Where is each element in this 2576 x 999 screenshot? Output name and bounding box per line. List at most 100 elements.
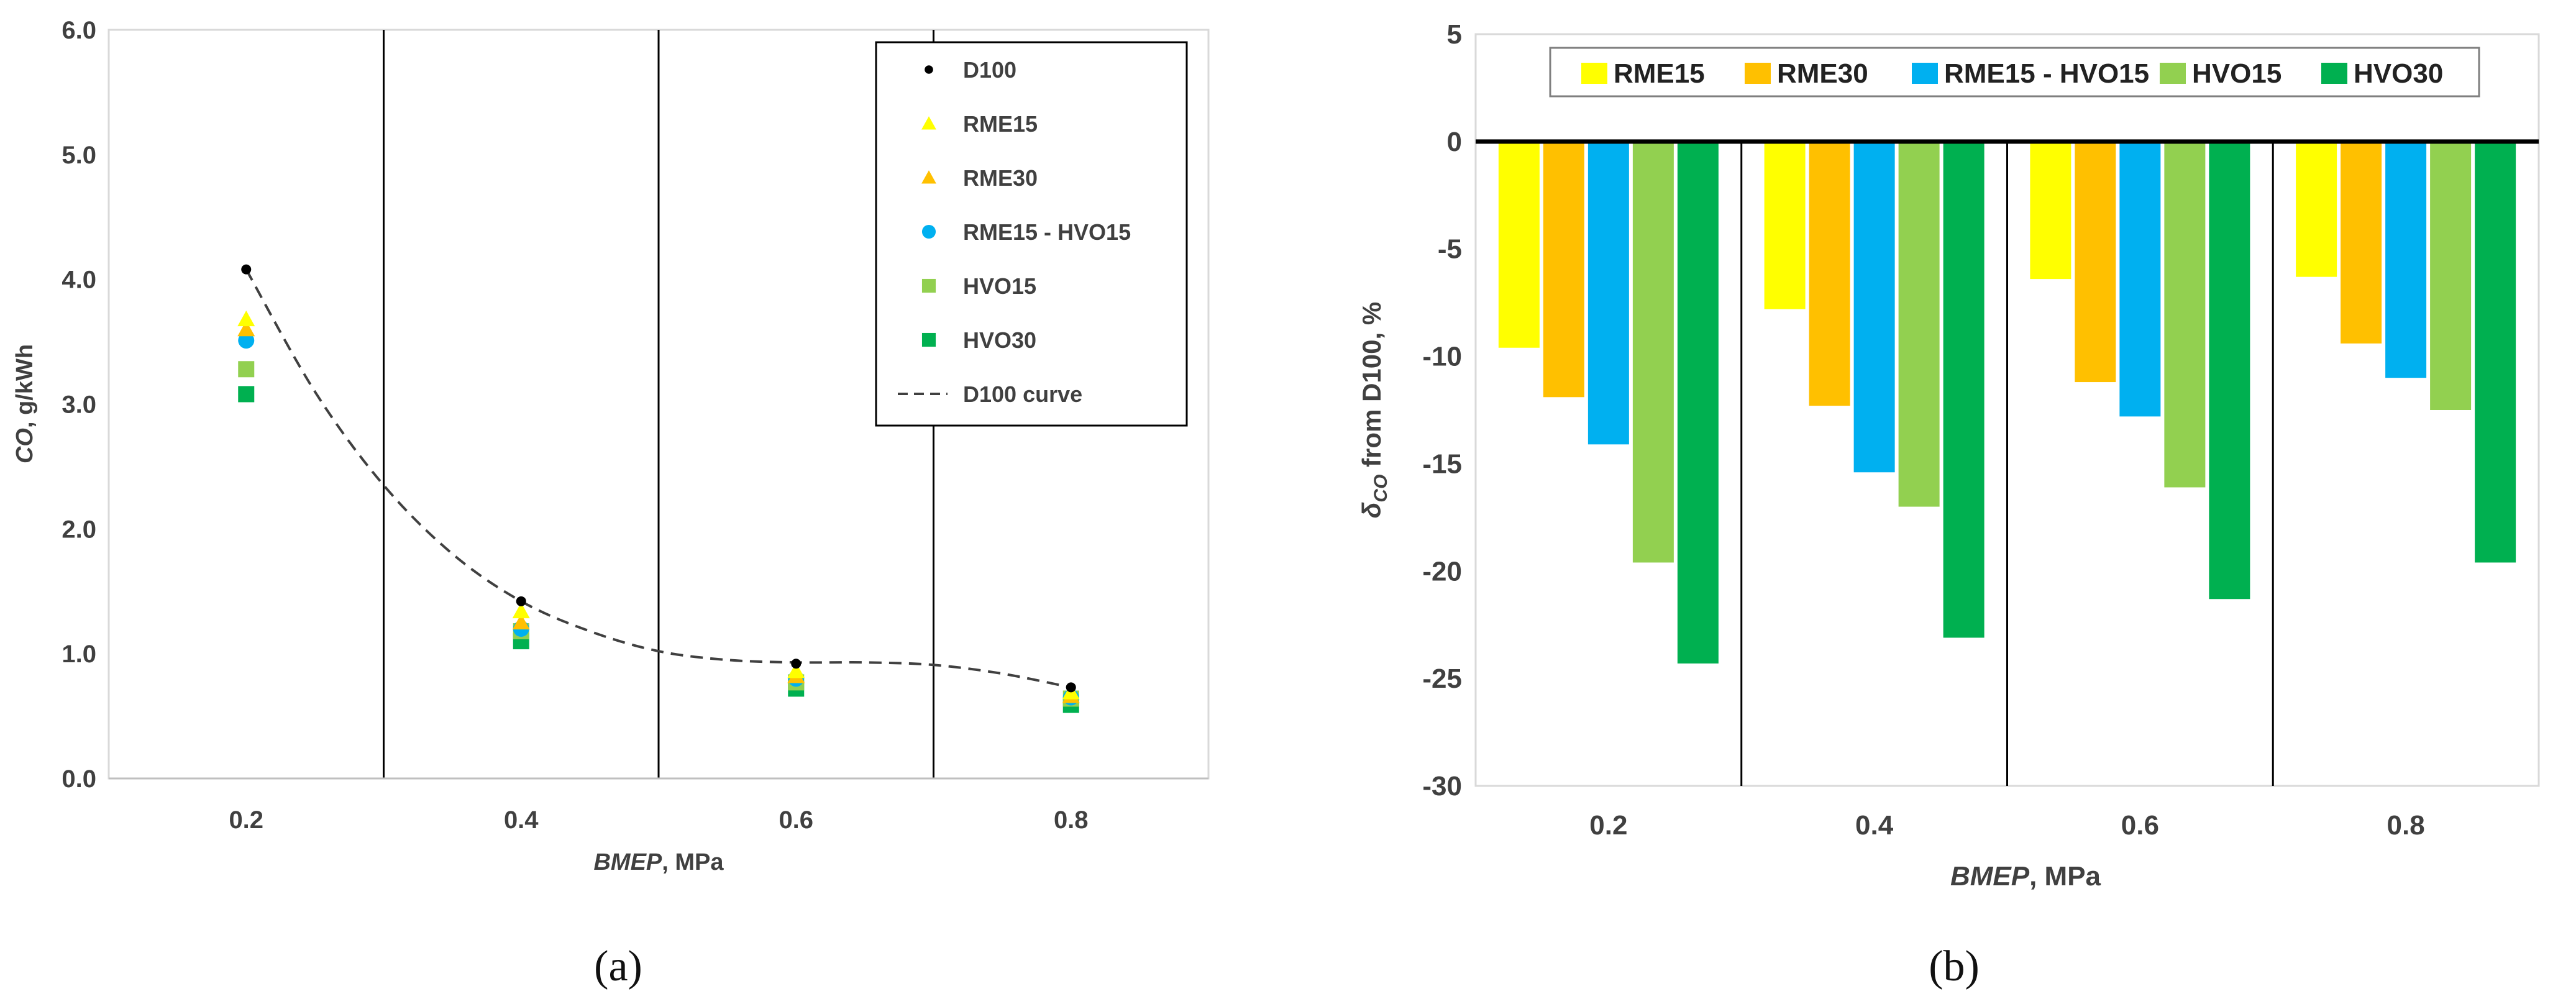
panel-b-y-tick-label: -5 <box>1438 234 1462 265</box>
panel-b-legend-swatch-rme30 <box>1745 63 1771 84</box>
panel-b-bar-rme15 <box>1498 141 1540 348</box>
panel-b-legend-swatch-hvo30 <box>2321 63 2347 84</box>
panel-b-y-tick-label: -30 <box>1422 771 1462 801</box>
panel-a-y-tick-label: 2.0 <box>62 516 96 543</box>
panel-a-point-d100 <box>516 596 526 606</box>
panel-a-x-axis-title: BMEP, MPa <box>593 849 724 875</box>
panel-a-point-rme15 <box>512 602 530 619</box>
panel-a-point-rme30 <box>237 321 255 337</box>
panel-b-x-tick-label: 0.2 <box>1589 810 1627 841</box>
panel-b-bar-rme30 <box>2075 141 2116 383</box>
panel-a-legend-swatch-rme15 <box>921 116 936 130</box>
panel-b-legend-label-rme15-hvo15: RME15 - HVO15 <box>1944 58 2149 89</box>
panel-b-bar-hvo15 <box>2430 141 2472 410</box>
panel-a-legend-label-d100: D100 <box>963 57 1016 83</box>
panel-a-legend-label-d100-curve: D100 curve <box>963 381 1082 407</box>
panel-a-legend-swatch-hvo15 <box>921 278 936 293</box>
panel-b-bar-hvo30 <box>2475 141 2516 563</box>
panel-b-x-axis-title: BMEP, MPa <box>1950 861 2101 892</box>
panel-a-caption: (a) <box>594 942 642 990</box>
panel-a-legend: D100 RME15 RME30 RME15 - HVO15 HVO15 HVO30 D10… <box>875 41 1188 427</box>
panel-b-xlabel-rest: , MPa <box>2029 861 2101 892</box>
panel-b-bar-rme15-hvo15 <box>1853 141 1895 473</box>
panel-b-vertical-gridlines <box>1740 141 2274 786</box>
panel-b-bar-rme15 <box>2030 141 2071 280</box>
panel-a-point-d100 <box>791 659 802 669</box>
panel-a-data-points <box>237 264 1080 713</box>
panel-b-x-tick-label: 0.8 <box>2387 810 2425 841</box>
panel-b-xlabel-italic: BMEP <box>1950 861 2030 892</box>
panel-a-point-rme15-hvo15 <box>238 332 255 349</box>
panel-a-point-rme15 <box>237 310 255 327</box>
panel-b-x-tick-label: 0.6 <box>2121 810 2159 841</box>
panel-b-y-tick-label: -10 <box>1422 342 1462 372</box>
panel-b-co-delta-chart: 5 0 -5 -10 -15 -20 -25 -30 0.2 0.4 0.6 0.8 δCO fro… <box>1357 19 2540 990</box>
panel-b-y-axis-title: δCO from D100, % <box>1357 302 1391 518</box>
panel-a-x-tick-labels: 0.2 0.4 0.6 0.8 <box>229 806 1088 834</box>
panel-a-ylabel-rest: , g/kWh <box>12 344 38 428</box>
panel-b-legend-swatch-rme15 <box>1581 63 1607 84</box>
panel-b-x-tick-labels: 0.2 0.4 0.6 0.8 <box>1589 810 2424 841</box>
panel-a-x-tick-label: 0.2 <box>229 806 263 834</box>
panel-a-y-tick-label: 6.0 <box>62 17 96 44</box>
panel-b-bar-hvo15 <box>2164 141 2206 488</box>
panel-a-point-rme30 <box>512 613 530 630</box>
panel-b-legend-label-hvo15: HVO15 <box>2192 58 2281 89</box>
panel-b-legend-label-rme30: RME30 <box>1777 58 1868 89</box>
panel-a-x-tick-label: 0.6 <box>779 806 813 834</box>
panel-b-bar-hvo15 <box>1898 141 1940 507</box>
panel-a-y-tick-label: 5.0 <box>62 142 96 169</box>
panel-b-legend-swatch-hvo15 <box>2160 63 2186 84</box>
panel-b-legend-label-rme15: RME15 <box>1614 58 1705 89</box>
panel-b-y-tick-label: 5 <box>1447 19 1462 50</box>
panel-b-ylabel-main: δ <box>1357 502 1386 518</box>
panel-b-bar-hvo30 <box>1943 141 1985 638</box>
panel-b-bar-hvo15 <box>1632 141 1674 563</box>
panel-a-legend-label-rme15-hvo15: RME15 - HVO15 <box>963 219 1131 245</box>
panel-b-y-tick-label: -15 <box>1422 449 1462 479</box>
panel-a-y-tick-label: 1.0 <box>62 641 96 668</box>
panel-a-xlabel-rest: , MPa <box>662 849 724 875</box>
panel-b-bars <box>1498 141 2516 664</box>
panel-a-point-d100 <box>1066 682 1076 693</box>
panel-b-caption: (b) <box>1929 942 1980 990</box>
panel-a-x-tick-label: 0.4 <box>504 806 539 834</box>
panel-b-ylabel-sub: CO <box>1371 475 1391 503</box>
panel-a-legend-swatch-rme30 <box>921 170 936 184</box>
panel-b-bar-rme15 <box>1764 141 1806 309</box>
panel-a-point-hvo30 <box>238 386 255 403</box>
panel-a-legend-label-rme15: RME15 <box>963 111 1038 137</box>
panel-b-bar-rme30 <box>1809 141 1850 406</box>
panel-b-y-tick-label: -20 <box>1422 556 1462 586</box>
panel-a-point-d100 <box>241 264 252 275</box>
panel-a-point-hvo15 <box>238 361 255 378</box>
panel-a-legend-swatch-d100 <box>925 65 933 74</box>
panel-b-bar-rme15 <box>2296 141 2337 277</box>
panel-b-y-tick-labels: 5 0 -5 -10 -15 -20 -25 -30 <box>1422 19 1462 801</box>
panel-a-co-emissions-chart: 0.0 1.0 2.0 3.0 4.0 5.0 6.0 0.2 0.4 0.6 0.8 CO, g… <box>12 17 1210 990</box>
panel-a-legend-swatch-hvo30 <box>921 332 936 347</box>
panel-b-legend: RME15 RME30 RME15 - HVO15 HVO15 HVO30 <box>1549 47 2480 98</box>
panel-b-bar-rme15-hvo15 <box>2119 141 2161 417</box>
panel-a-x-tick-label: 0.8 <box>1054 806 1089 834</box>
panel-b-bar-rme30 <box>1543 141 1584 398</box>
panel-b-bar-rme30 <box>2341 141 2382 344</box>
panel-b-legend-label-hvo30: HVO30 <box>2354 58 2443 89</box>
panel-b-legend-swatch-rme15-hvo15 <box>1912 63 1938 84</box>
panel-b-bar-rme15-hvo15 <box>2385 141 2427 378</box>
panel-a-xlabel-italic: BMEP <box>593 849 662 875</box>
panel-b-y-tick-label: -25 <box>1422 664 1462 694</box>
panel-a-y-axis-title: CO, g/kWh <box>12 344 38 463</box>
panel-b-y-tick-label: 0 <box>1447 127 1462 157</box>
panel-a-legend-swatch-rme15-hvo15 <box>921 224 936 239</box>
panel-a-legend-label-hvo30: HVO30 <box>963 327 1036 353</box>
panel-a-legend-label-hvo15: HVO15 <box>963 273 1036 299</box>
panel-b-bar-rme15-hvo15 <box>1587 141 1629 445</box>
panel-a-y-tick-labels: 0.0 1.0 2.0 3.0 4.0 5.0 6.0 <box>62 17 96 793</box>
panel-a-y-tick-label: 3.0 <box>62 391 96 419</box>
panel-a-y-tick-label: 4.0 <box>62 267 96 294</box>
panel-a-ylabel-italic: CO <box>12 428 38 463</box>
panel-b-x-tick-label: 0.4 <box>1855 810 1894 841</box>
panel-a-legend-label-rme30: RME30 <box>963 165 1038 191</box>
